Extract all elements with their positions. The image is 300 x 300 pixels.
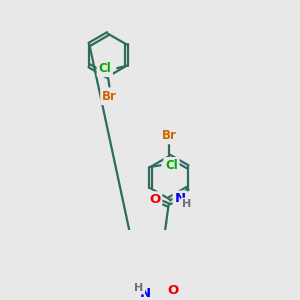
Text: N: N <box>175 193 186 206</box>
Text: H: H <box>182 199 191 209</box>
Text: O: O <box>167 284 179 297</box>
Text: Br: Br <box>162 129 177 142</box>
Text: H: H <box>134 283 143 293</box>
Text: N: N <box>140 286 151 300</box>
Text: Br: Br <box>102 90 117 103</box>
Text: Cl: Cl <box>165 159 178 172</box>
Text: O: O <box>149 193 160 206</box>
Text: Cl: Cl <box>98 62 111 75</box>
